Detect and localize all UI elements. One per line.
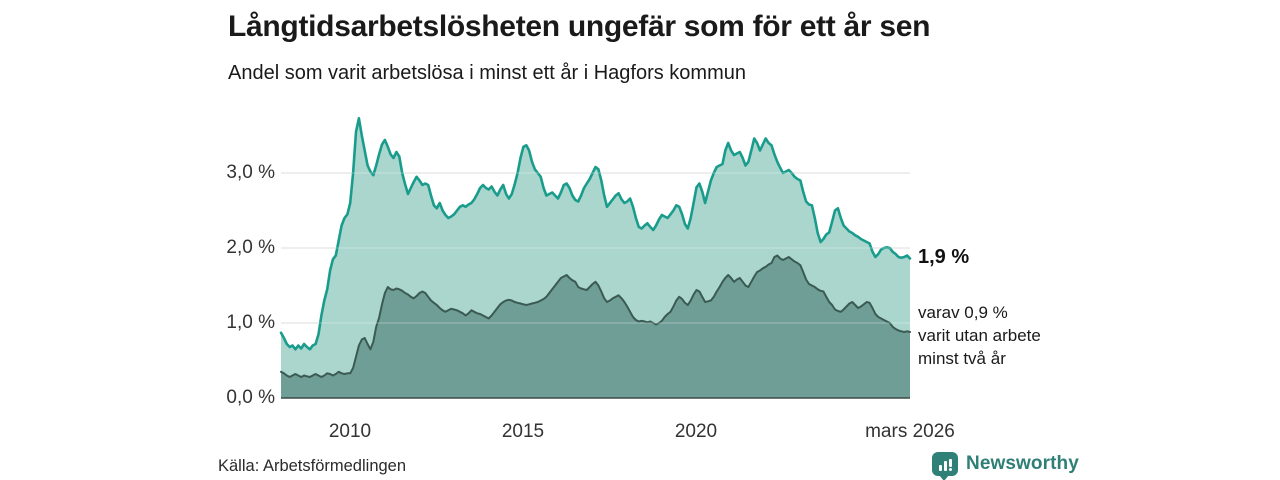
newsworthy-icon	[932, 452, 958, 480]
chart-subtitle: Andel som varit arbetslösa i minst ett å…	[228, 62, 746, 84]
logo-bar-tall	[943, 461, 947, 471]
note-line: varit utan arbete	[918, 326, 1041, 345]
note-line: varav 0,9 %	[918, 303, 1008, 322]
y-tick-label: 3,0 %	[226, 162, 275, 183]
area-line	[279, 117, 912, 351]
series-end-value-label: 1,9 %	[918, 246, 970, 268]
logo-bar-small	[938, 465, 942, 471]
logo-exclamation	[948, 458, 952, 471]
y-tick-label: 2,0 %	[226, 237, 275, 258]
x-tick-label: mars 2026	[865, 421, 955, 442]
page-title: Långtidsarbetslösheten ungefär som för e…	[228, 10, 931, 43]
area-line	[280, 254, 911, 378]
y-tick-label: 1,0 %	[226, 312, 275, 333]
note-line: minst två år	[918, 349, 1006, 368]
x-tick-label: 2010	[328, 421, 372, 442]
brand-logo: Newsworthy	[932, 449, 1079, 480]
x-tick-label: 2015	[501, 421, 545, 442]
y-tick-label: 0,0 %	[226, 387, 275, 408]
series-annotation-note: varav 0,9 % varit utan arbete minst två …	[918, 301, 1041, 370]
source-note: Källa: Arbetsförmedlingen	[218, 457, 407, 475]
area-fill	[281, 255, 910, 398]
x-tick-label: 2020	[674, 421, 718, 442]
brand-name: Newsworthy	[966, 453, 1079, 474]
